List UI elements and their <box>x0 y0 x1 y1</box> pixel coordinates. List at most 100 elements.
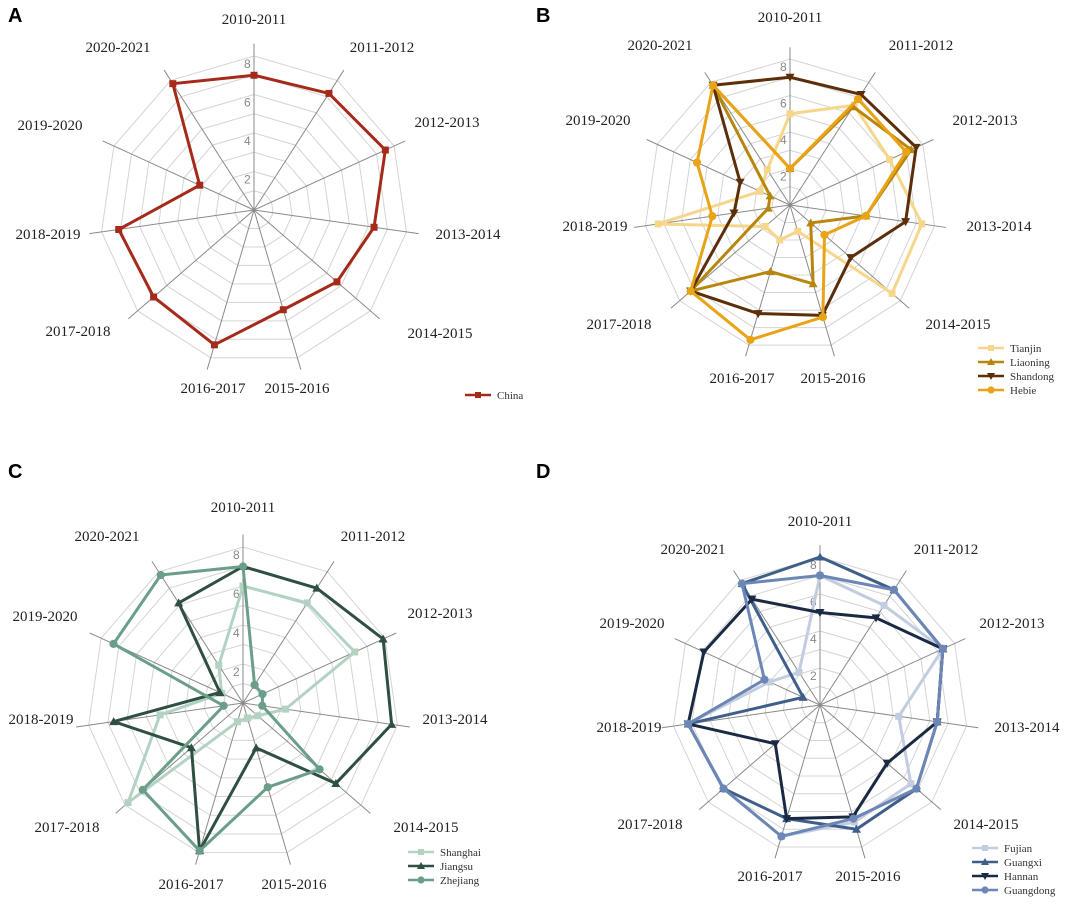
data-point <box>315 765 324 774</box>
data-point <box>763 203 773 212</box>
data-point <box>210 341 218 349</box>
data-point <box>747 595 757 604</box>
category-label: 2012-2013 <box>953 113 1018 129</box>
data-point <box>219 701 228 710</box>
grid-ring <box>184 643 302 760</box>
radar-panel-b: B 2 4 6 8 2010-2011 2011-2012 2012-2013 2013-201… <box>536 5 1055 397</box>
series-line <box>689 83 908 342</box>
data-point <box>370 223 378 231</box>
category-label: 2018-2019 <box>9 712 74 728</box>
data-point <box>331 778 341 787</box>
data-point <box>785 73 795 82</box>
panel-letter: C <box>8 461 22 483</box>
legend-label: Zhejiang <box>440 875 480 887</box>
series-line <box>689 75 918 317</box>
radar-panel-d: D24682010-20112011-20122012-20132013-201… <box>536 461 1060 897</box>
data-point <box>933 717 942 726</box>
axis-spoke <box>253 209 302 370</box>
data-point <box>243 714 251 722</box>
axis-spoke <box>253 140 406 211</box>
data-point <box>888 289 896 297</box>
legend: Tianjin Liaoning Shandong Hebie <box>978 343 1055 397</box>
category-label: 2012-2013 <box>415 115 480 131</box>
data-point <box>303 599 311 607</box>
category-label: 2010-2011 <box>758 10 822 26</box>
legend-label: Fujian <box>1004 843 1033 855</box>
legend-marker <box>987 386 995 394</box>
series-guangdong <box>684 571 947 841</box>
axis-spoke <box>819 704 866 859</box>
series-shanghai <box>124 582 359 807</box>
data-point <box>719 784 728 793</box>
category-label: 2020-2021 <box>628 38 693 54</box>
legend-label: China <box>497 390 523 402</box>
radar-panel-a: A 2 4 6 8 2010-2011 2011-2012 2012-2013 2013-201… <box>8 5 523 402</box>
grid-ring <box>88 546 398 854</box>
legend: Shanghai Jiangsu Zhejiang <box>408 847 481 887</box>
data-point <box>786 110 794 118</box>
data-point <box>889 585 899 594</box>
category-label: 2014-2015 <box>954 817 1019 833</box>
grid-ring <box>746 630 894 777</box>
data-point <box>654 220 662 228</box>
data-point <box>387 719 397 728</box>
tick-label: 8 <box>244 57 251 71</box>
grid-ring <box>717 131 863 276</box>
category-label: 2020-2021 <box>75 529 140 545</box>
axis-spoke <box>242 702 371 814</box>
category-label: 2010-2011 <box>222 12 286 28</box>
radar-panel-c: C 2 4 6 8 2010-2011 2011-2012 2012-2013 2013-201… <box>8 461 488 893</box>
data-point <box>169 80 177 88</box>
axis-spoke <box>242 702 410 728</box>
grid-ring <box>727 611 913 795</box>
data-point <box>251 743 261 752</box>
data-point <box>109 639 118 648</box>
axis-spoke <box>127 209 255 320</box>
grid-ring <box>753 167 827 241</box>
series-hebie <box>686 81 911 344</box>
data-point <box>763 166 771 174</box>
data-point <box>250 680 259 690</box>
panel-letter: A <box>8 5 22 27</box>
category-label: 2013-2014 <box>967 219 1032 235</box>
data-point <box>708 81 718 90</box>
category-label: 2015-2016 <box>836 869 901 885</box>
category-label: 2019-2020 <box>18 118 83 134</box>
grid-ring <box>165 624 321 779</box>
data-point <box>765 191 775 200</box>
data-point <box>186 743 196 752</box>
category-label: 2020-2021 <box>661 542 726 558</box>
category-label: 2016-2017 <box>159 877 224 893</box>
axis-spoke <box>151 560 244 704</box>
data-point <box>766 678 774 686</box>
data-point <box>708 212 717 221</box>
category-label: 2016-2017 <box>710 371 775 387</box>
data-point <box>795 668 803 676</box>
axis-spoke <box>819 704 942 811</box>
legend-label: Jiangsu <box>440 861 474 873</box>
data-point <box>880 601 888 609</box>
data-point <box>729 209 739 218</box>
series-line <box>656 103 924 295</box>
data-point <box>279 306 287 314</box>
series-china <box>115 71 389 349</box>
category-label: 2011-2012 <box>341 529 405 545</box>
series-line <box>112 565 394 853</box>
data-point <box>856 90 866 99</box>
data-point <box>846 254 856 263</box>
data-point <box>871 614 881 623</box>
data-point <box>258 701 267 710</box>
data-point <box>684 719 693 729</box>
data-point <box>808 279 818 288</box>
grid-ring <box>215 170 293 248</box>
grid-ring <box>782 667 858 742</box>
series-line <box>117 73 387 347</box>
category-label: 2017-2018 <box>46 324 111 340</box>
axis-spoke <box>253 209 419 235</box>
legend-label: Hannan <box>1004 871 1039 883</box>
tick-label: 2 <box>810 669 817 683</box>
legend-marker <box>982 845 988 851</box>
data-point <box>699 648 709 657</box>
data-point <box>815 571 825 580</box>
legend: China <box>465 390 523 402</box>
